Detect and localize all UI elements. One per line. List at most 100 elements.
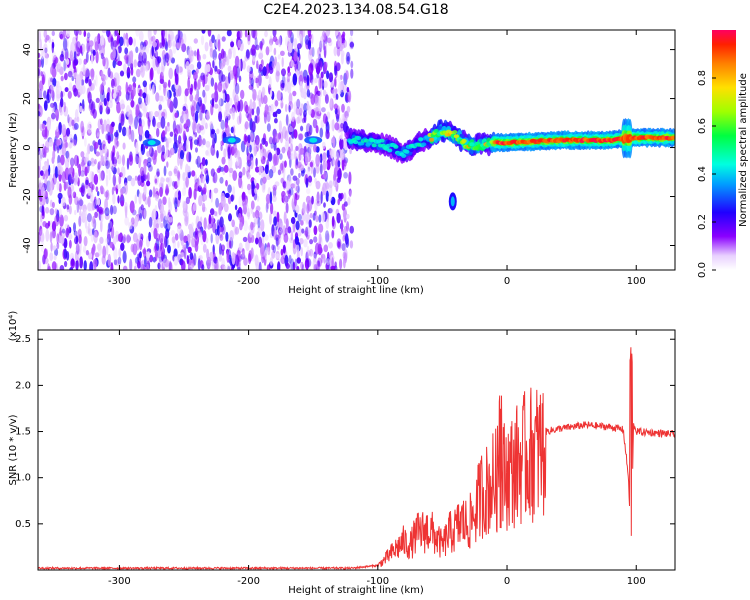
- noise-speckle: [52, 164, 56, 177]
- noise-speckle: [107, 253, 112, 267]
- noise-speckle: [194, 132, 198, 138]
- noise-speckle: [219, 234, 224, 241]
- noise-speckle: [171, 236, 176, 244]
- noise-speckle: [292, 90, 297, 97]
- noise-speckle: [117, 45, 122, 54]
- noise-speckle: [124, 47, 129, 55]
- noise-speckle: [228, 213, 232, 222]
- noise-speckle: [281, 160, 285, 174]
- noise-speckle: [76, 41, 81, 53]
- noise-speckle: [250, 133, 254, 142]
- noise-speckle: [117, 85, 122, 92]
- noise-speckle: [308, 143, 313, 154]
- noise-speckle: [97, 197, 101, 206]
- noise-speckle: [207, 30, 212, 37]
- noise-speckle: [225, 109, 231, 117]
- noise-speckle: [134, 175, 138, 181]
- noise-speckle: [73, 62, 76, 70]
- noise-speckle: [84, 216, 88, 229]
- noise-speckle: [159, 71, 164, 84]
- noise-speckle: [185, 240, 189, 249]
- noise-speckle: [116, 140, 120, 147]
- noise-speckle: [97, 191, 100, 197]
- noise-speckle: [149, 254, 154, 263]
- noise-speckle: [40, 228, 44, 238]
- noise-speckle: [155, 49, 159, 58]
- noise-speckle: [151, 84, 155, 95]
- noise-speckle: [175, 42, 181, 49]
- noise-speckle: [262, 66, 267, 77]
- noise-speckle: [107, 31, 112, 43]
- noise-speckle: [120, 113, 125, 126]
- noise-speckle: [253, 145, 257, 157]
- noise-speckle: [234, 204, 238, 211]
- y-tick-label: 2.5: [15, 334, 31, 345]
- noise-speckle: [88, 40, 94, 47]
- noise-speckle: [93, 264, 97, 270]
- noise-speckle: [252, 211, 256, 219]
- noise-speckle: [238, 195, 243, 207]
- noise-speckle: [193, 139, 199, 146]
- noise-speckle: [165, 223, 171, 232]
- noise-speckle: [53, 254, 57, 261]
- noise-speckle: [73, 178, 78, 186]
- noise-speckle: [268, 136, 273, 145]
- noise-speckle: [101, 30, 107, 34]
- noise-speckle: [173, 127, 178, 137]
- noise-speckle: [38, 150, 43, 162]
- noise-speckle: [318, 76, 322, 90]
- noise-speckle: [321, 107, 326, 113]
- noise-speckle: [290, 153, 295, 161]
- ridge-cell: [404, 149, 410, 154]
- noise-speckle: [181, 43, 187, 53]
- noise-speckle: [67, 90, 72, 99]
- noise-speckle: [68, 172, 72, 186]
- noise-speckle: [80, 151, 85, 158]
- noise-speckle: [82, 245, 87, 253]
- noise-speckle: [113, 259, 118, 266]
- noise-speckle: [329, 207, 334, 214]
- noise-speckle: [327, 208, 333, 214]
- noise-speckle: [309, 239, 314, 245]
- noise-speckle: [41, 204, 45, 217]
- noise-speckle: [349, 41, 355, 48]
- noise-speckle: [159, 42, 163, 49]
- noise-speckle: [142, 92, 147, 99]
- noise-speckle: [249, 144, 252, 153]
- noise-speckle: [132, 243, 138, 256]
- noise-speckle: [236, 266, 242, 270]
- noise-speckle: [206, 256, 212, 268]
- noise-speckle: [93, 173, 99, 185]
- noise-speckle: [138, 150, 143, 163]
- noise-speckle: [234, 82, 240, 95]
- noise-speckle: [247, 134, 251, 144]
- noise-speckle: [320, 71, 324, 79]
- noise-speckle: [289, 187, 294, 196]
- noise-speckle: [231, 107, 235, 120]
- noise-speckle: [108, 169, 111, 181]
- noise-speckle: [318, 223, 324, 233]
- noise-speckle: [83, 58, 88, 65]
- noise-speckle: [265, 247, 269, 255]
- noise-speckle: [122, 154, 125, 166]
- noise-speckle: [250, 221, 254, 231]
- noise-speckle: [148, 189, 153, 198]
- noise-speckle: [205, 140, 211, 148]
- noise-speckle: [296, 265, 300, 270]
- noise-speckle: [173, 96, 178, 109]
- noise-speckle: [100, 170, 105, 181]
- noise-speckle: [219, 176, 224, 184]
- noise-speckle: [284, 83, 288, 92]
- noise-speckle: [216, 258, 219, 269]
- noise-speckle: [221, 257, 226, 270]
- noise-speckle: [349, 225, 355, 234]
- noise-speckle: [287, 226, 292, 234]
- noise-speckle: [70, 41, 75, 55]
- noise-speckle: [252, 55, 256, 62]
- noise-speckle: [89, 99, 94, 111]
- spectrogram-heat-layer: [38, 30, 675, 270]
- x-tick-label: -100: [366, 576, 389, 587]
- ridge-cell: [367, 141, 373, 146]
- noise-speckle: [38, 103, 41, 109]
- ridge-cell: [401, 153, 407, 158]
